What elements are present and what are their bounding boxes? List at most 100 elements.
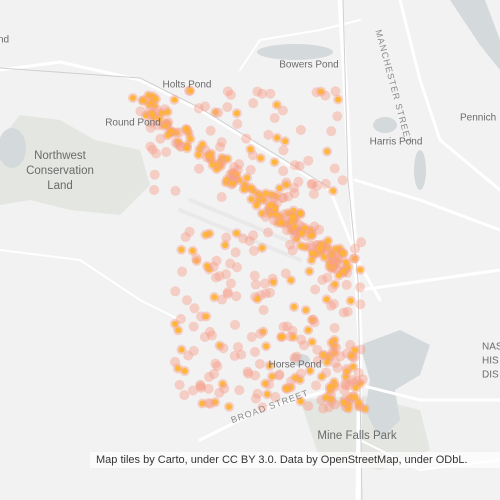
heat-point <box>283 181 290 188</box>
heat-point <box>212 399 219 406</box>
heat-point <box>171 96 178 103</box>
heat-halo <box>229 162 240 173</box>
place-label: Harris Pond <box>370 137 423 148</box>
heat-point <box>298 230 305 237</box>
heat-point <box>269 373 276 380</box>
heat-point <box>175 327 182 334</box>
heat-halo <box>328 262 339 273</box>
heat-point <box>320 351 327 358</box>
heat-halo <box>329 163 340 174</box>
heat-halo <box>326 300 337 311</box>
heat-halo <box>295 124 306 135</box>
place-label: nd <box>0 35 9 46</box>
heat-halo <box>318 403 329 414</box>
heat-halo <box>312 355 323 366</box>
heat-point <box>306 367 313 374</box>
place-label: Holts Pond <box>163 80 212 91</box>
heat-point <box>297 209 304 216</box>
heat-halo <box>269 192 280 203</box>
heat-halo <box>233 342 244 353</box>
heat-point <box>302 307 309 314</box>
heat-halo <box>347 374 358 385</box>
heat-halo <box>282 321 293 332</box>
heat-halo <box>277 105 288 116</box>
heat-point <box>289 214 296 221</box>
heat-point <box>264 391 271 398</box>
heat-halo <box>177 266 188 277</box>
heat-point <box>215 160 222 167</box>
heat-halo <box>181 295 192 306</box>
heat-halo <box>205 398 216 409</box>
heat-halo <box>320 90 331 101</box>
heat-halo <box>277 192 288 203</box>
heat-point <box>202 231 209 238</box>
heat-halo <box>208 261 219 272</box>
heat-halo <box>149 169 160 180</box>
heat-halo <box>322 272 333 283</box>
heat-halo <box>260 278 271 289</box>
heat-point <box>267 202 274 209</box>
heat-point <box>330 187 337 194</box>
heat-point <box>211 294 218 301</box>
heat-halo <box>344 379 355 390</box>
heat-point <box>309 316 316 323</box>
heat-point <box>222 242 229 249</box>
heat-halo <box>145 122 156 133</box>
heat-halo <box>333 253 344 264</box>
heat-halo <box>170 137 181 148</box>
heat-halo <box>298 340 309 351</box>
heat-point <box>293 235 300 242</box>
heat-halo <box>270 392 281 403</box>
heat-halo <box>222 288 233 299</box>
heat-halo <box>263 227 274 238</box>
heat-point <box>257 193 264 200</box>
heat-point <box>263 343 270 350</box>
heat-halo <box>308 314 319 325</box>
heat-point <box>345 405 352 412</box>
heat-point <box>345 401 352 408</box>
heat-point <box>328 252 335 259</box>
heat-point <box>187 87 194 94</box>
heat-halo <box>339 385 350 396</box>
heat-halo <box>231 291 242 302</box>
heat-halo <box>188 321 199 332</box>
heat-point <box>285 210 292 217</box>
place-label: HIS <box>482 356 499 367</box>
heat-halo <box>337 175 348 186</box>
heat-halo <box>320 178 331 189</box>
heat-point <box>258 210 265 217</box>
heat-halo <box>183 350 194 361</box>
heat-halo <box>332 111 343 122</box>
heat-point <box>279 333 286 340</box>
heat-halo <box>289 352 300 363</box>
heat-point <box>305 327 312 334</box>
heat-point <box>347 297 354 304</box>
heat-halo <box>146 117 157 128</box>
heat-halo <box>145 141 156 152</box>
heat-halo <box>290 226 301 237</box>
heat-halo <box>260 288 271 299</box>
heat-halo <box>330 399 341 410</box>
heat-point <box>152 96 159 103</box>
heat-point <box>257 155 264 162</box>
heat-point <box>230 170 237 177</box>
place-label: Round Pond <box>105 118 161 129</box>
heat-point <box>260 197 267 204</box>
heat-halo <box>345 339 356 350</box>
heat-halo <box>229 350 240 361</box>
heat-halo <box>230 319 241 330</box>
heat-point <box>323 296 330 303</box>
heat-halo <box>163 117 174 128</box>
heat-point <box>307 227 314 234</box>
heat-halo <box>152 120 163 131</box>
heat-halo <box>274 369 285 380</box>
place-label: Pennich <box>460 113 496 124</box>
heat-halo <box>293 176 304 187</box>
heat-point <box>309 339 316 346</box>
heat-halo <box>279 209 290 220</box>
heat-halo <box>161 147 172 158</box>
heat-point <box>351 347 358 354</box>
heat-point <box>148 110 155 117</box>
heat-point <box>163 121 170 128</box>
heat-halo <box>310 284 321 295</box>
